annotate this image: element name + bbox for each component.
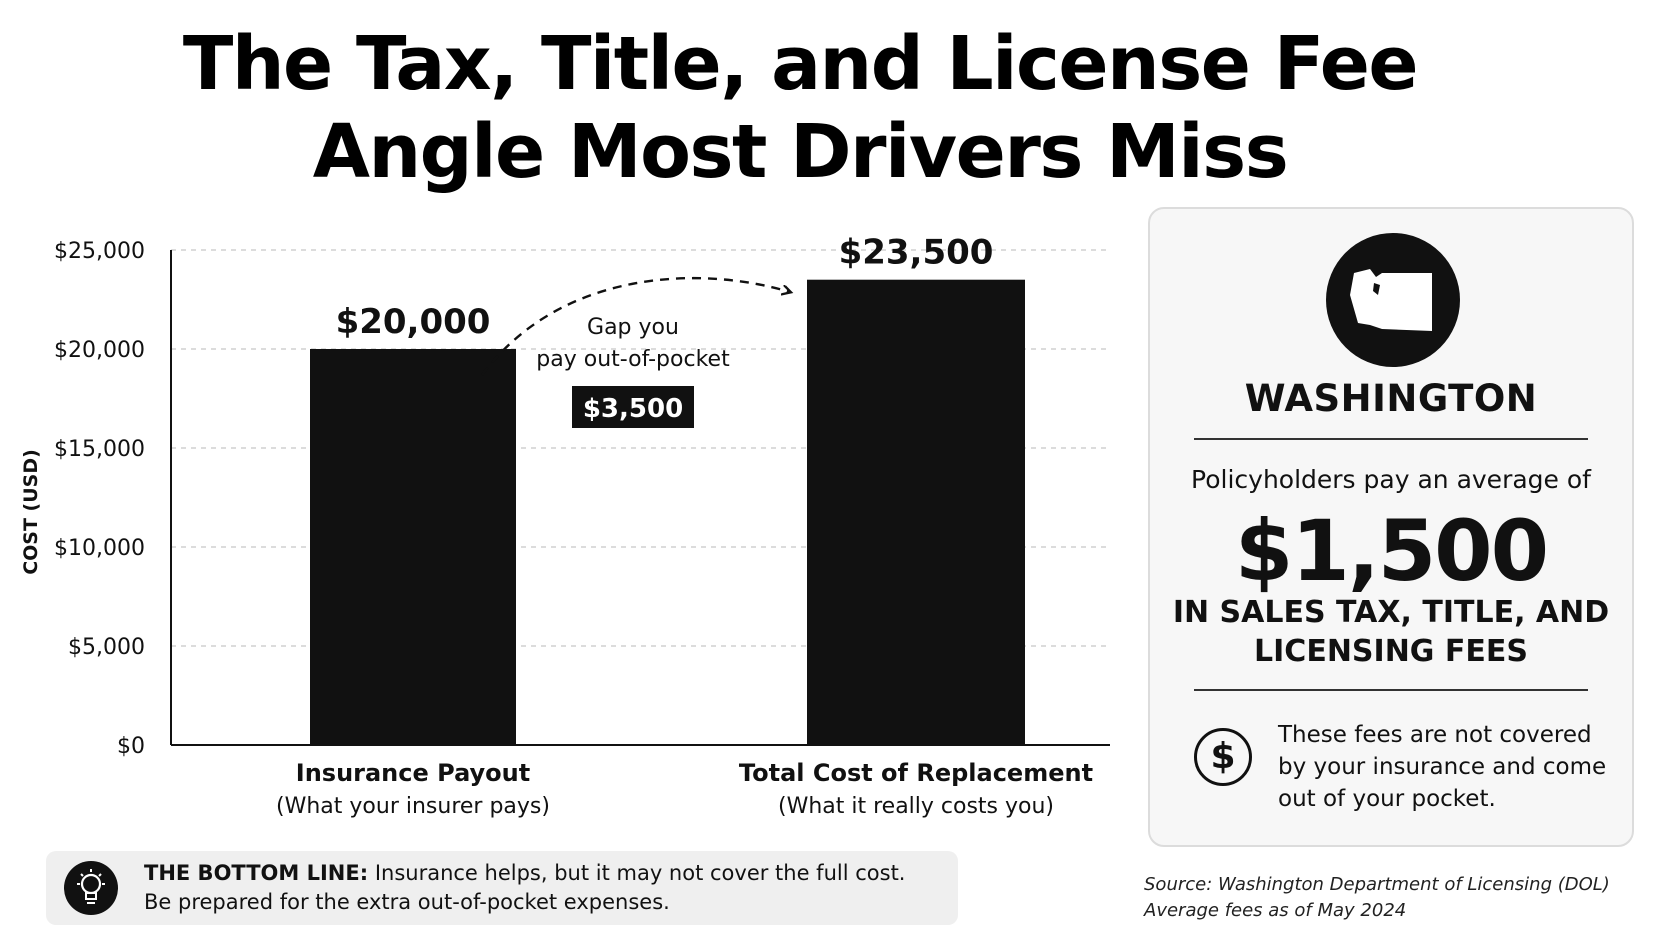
card-divider-top (1194, 438, 1588, 440)
bottom-line-text-2: Be prepared for the extra out-of-pocket … (144, 890, 670, 914)
y-tick-label: $20,000 (54, 338, 145, 363)
card-divider-bottom (1194, 689, 1588, 691)
gap-value-label: $3,500 (583, 394, 683, 424)
gap-arrow (481, 276, 790, 376)
average-fee-value: $1,500 (1234, 502, 1549, 600)
bar (310, 349, 516, 745)
x-category-label: Insurance Payout (296, 759, 530, 787)
y-tick-label: $15,000 (54, 437, 145, 462)
state-fee-card: WASHINGTON Policyholders pay an average … (1148, 207, 1634, 847)
page-title-line-1: The Tax, Title, and License Fee (182, 21, 1419, 107)
bar-chart: $0 $5,000 $10,000 $15,000 $20,000 $25,000 COS… (20, 233, 1110, 819)
source-line-1: Source: Washington Department of Licensi… (1144, 874, 1610, 895)
bottom-line-text: THE BOTTOM LINE: Insurance helps, but it… (144, 859, 948, 917)
bar-value-label: $20,000 (336, 302, 491, 342)
bottom-line-row-1: THE BOTTOM LINE: Insurance helps, but it… (144, 859, 948, 888)
page-title-line-2: Angle Most Drivers Miss (312, 109, 1289, 195)
source-citation: Source: Washington Department of Licensi… (1144, 872, 1610, 924)
average-fee-description-line-2: LICENSING FEES (1254, 634, 1528, 669)
average-label: Policyholders pay an average of (1191, 465, 1591, 494)
source-line-2: Average fees as of May 2024 (1144, 900, 1407, 921)
washington-state-map-icon (1326, 233, 1460, 367)
y-tick-label: $10,000 (54, 536, 145, 561)
page-title: The Tax, Title, and License Fee Angle Mo… (0, 20, 1600, 196)
bottom-line-text-1: Insurance helps, but it may not cover th… (374, 861, 906, 885)
coverage-note-line-2: by your insurance and come (1278, 754, 1607, 780)
coverage-note-line-3: out of your pocket. (1278, 786, 1496, 812)
average-fee-description-line-1: IN SALES TAX, TITLE, AND (1172, 595, 1610, 630)
gap-annotation-line-2: pay out-of-pocket (536, 347, 730, 372)
lightbulb-icon (64, 861, 118, 915)
gap-annotation-line-1: Gap you (587, 315, 679, 340)
y-axis-label: COST (USD) (20, 449, 42, 575)
coverage-note: These fees are not covered by your insur… (1278, 719, 1612, 815)
y-tick-label: $25,000 (54, 239, 145, 264)
average-fee-description: IN SALES TAX, TITLE, AND LICENSING FEES (1170, 593, 1612, 671)
bar-value-label: $23,500 (839, 233, 994, 273)
dollar-icon: $ (1194, 728, 1252, 786)
bottom-line-callout: THE BOTTOM LINE: Insurance helps, but it… (46, 851, 958, 925)
y-tick-label: $5,000 (68, 635, 145, 660)
coverage-note-line-1: These fees are not covered (1278, 722, 1592, 748)
gap-value-box (572, 386, 694, 428)
x-category-sublabel: (What it really costs you) (778, 794, 1054, 819)
bar (807, 279, 1025, 745)
x-category-sublabel: (What your insurer pays) (276, 794, 550, 819)
state-name: WASHINGTON (1244, 377, 1538, 420)
bottom-line-label: THE BOTTOM LINE: (144, 861, 369, 885)
x-category-label: Total Cost of Replacement (739, 759, 1093, 787)
y-tick-label: $0 (117, 734, 145, 759)
